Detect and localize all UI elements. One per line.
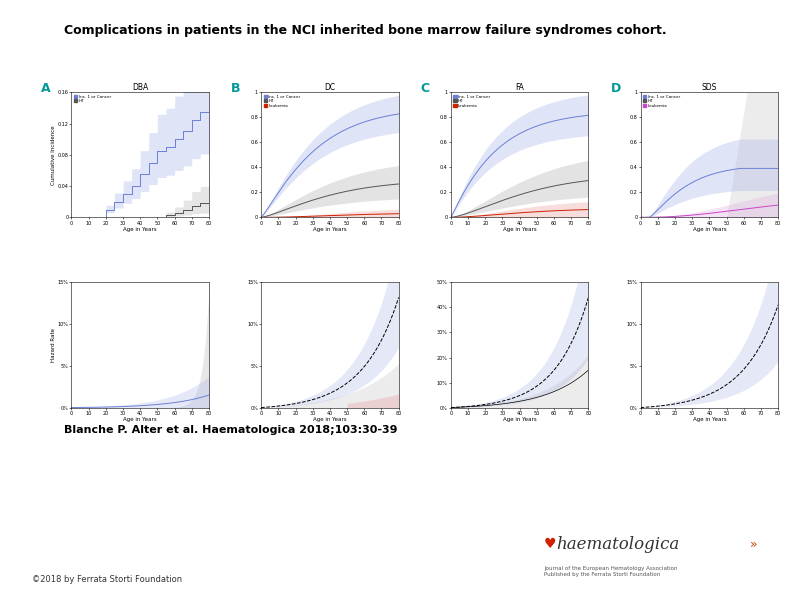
- Title: DC: DC: [325, 83, 336, 92]
- Legend: Inc. 1 or Cancer, HT: Inc. 1 or Cancer, HT: [74, 95, 111, 104]
- Text: ♥: ♥: [544, 537, 557, 552]
- Text: A: A: [41, 82, 51, 95]
- X-axis label: Age in Years: Age in Years: [313, 227, 347, 232]
- X-axis label: Age in Years: Age in Years: [692, 417, 727, 422]
- X-axis label: Age in Years: Age in Years: [692, 227, 727, 232]
- Legend: Inc. 1 or Cancer, HT, Leukemia: Inc. 1 or Cancer, HT, Leukemia: [264, 95, 301, 108]
- Text: haematologica: haematologica: [556, 536, 679, 553]
- Text: Blanche P. Alter et al. Haematologica 2018;103:30-39: Blanche P. Alter et al. Haematologica 20…: [64, 425, 397, 436]
- Text: Journal of the European Hematology Association
Published by the Ferrata Storti F: Journal of the European Hematology Assoc…: [544, 566, 677, 577]
- Title: DBA: DBA: [132, 83, 148, 92]
- X-axis label: Age in Years: Age in Years: [123, 227, 157, 232]
- X-axis label: Age in Years: Age in Years: [503, 417, 537, 422]
- X-axis label: Age in Years: Age in Years: [503, 227, 537, 232]
- Text: C: C: [421, 82, 430, 95]
- Y-axis label: Hazard Rate: Hazard Rate: [51, 328, 56, 362]
- Title: SDS: SDS: [702, 83, 717, 92]
- Text: Complications in patients in the NCI inherited bone marrow failure syndromes coh: Complications in patients in the NCI inh…: [64, 24, 666, 37]
- X-axis label: Age in Years: Age in Years: [123, 417, 157, 422]
- Text: B: B: [231, 82, 241, 95]
- Legend: Inc. 1 or Cancer, HT, Leukemia: Inc. 1 or Cancer, HT, Leukemia: [453, 95, 491, 108]
- Text: D: D: [611, 82, 621, 95]
- Y-axis label: Cumulative Incidence: Cumulative Incidence: [51, 125, 56, 184]
- Text: »: »: [750, 538, 758, 551]
- Legend: Inc. 1 or Cancer, HT, Leukemia: Inc. 1 or Cancer, HT, Leukemia: [642, 95, 680, 108]
- Text: ©2018 by Ferrata Storti Foundation: ©2018 by Ferrata Storti Foundation: [32, 575, 182, 584]
- Title: FA: FA: [515, 83, 524, 92]
- X-axis label: Age in Years: Age in Years: [313, 417, 347, 422]
